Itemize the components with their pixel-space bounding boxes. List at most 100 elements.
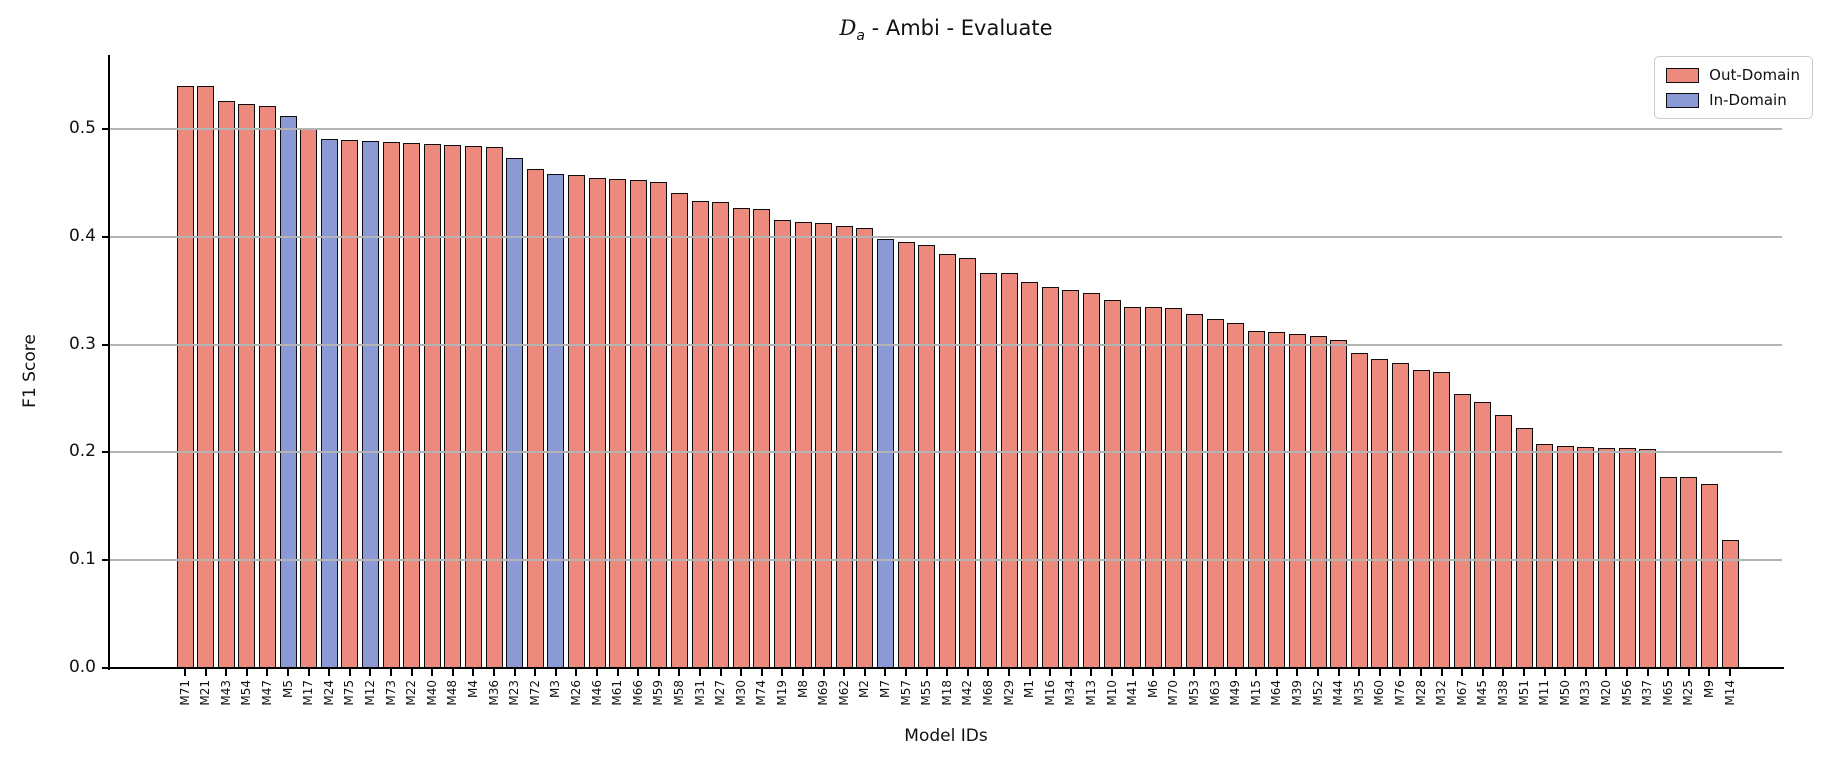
bar-M38 <box>1494 414 1512 668</box>
x-tick-label-M60: M60 <box>1372 680 1387 706</box>
x-tick-mark-M65 <box>1667 669 1670 676</box>
x-tick-mark-M16 <box>1049 669 1052 676</box>
x-tick-label-M32: M32 <box>1434 680 1449 706</box>
x-tick-mark-M36 <box>493 669 495 676</box>
bar-M60 <box>1371 358 1389 668</box>
bar-M37 <box>1639 449 1657 668</box>
bar-M35 <box>1350 353 1368 668</box>
legend-label-in-domain: In-Domain <box>1709 91 1787 109</box>
x-tick-mark-M47 <box>266 669 269 676</box>
x-tick-label-M67: M67 <box>1454 680 1469 706</box>
gridline-0.2 <box>110 451 1782 454</box>
bar-M13 <box>1082 292 1100 668</box>
x-tick-label-M37: M37 <box>1640 680 1655 706</box>
bar-M20 <box>1597 448 1615 668</box>
x-tick-label-M34: M34 <box>1063 680 1078 706</box>
y-tick-mark-0.2 <box>102 451 110 454</box>
bar-M6 <box>1144 306 1162 668</box>
legend-label-out-domain: Out-Domain <box>1709 66 1800 84</box>
x-tick-mark-M71 <box>184 669 186 676</box>
x-tick-mark-M35 <box>1358 669 1361 676</box>
bar-M15 <box>1247 330 1265 668</box>
bar-M21 <box>197 85 215 668</box>
legend-item-in-domain: In-Domain <box>1666 91 1800 109</box>
x-tick-mark-M26 <box>575 669 578 676</box>
y-tick-label-0.0: 0.0 <box>68 657 96 677</box>
bar-M8 <box>794 221 812 668</box>
x-tick-mark-M45 <box>1481 669 1484 676</box>
bar-M4 <box>464 146 482 668</box>
x-tick-label-M64: M64 <box>1269 680 1284 706</box>
x-tick-label-M51: M51 <box>1516 680 1531 706</box>
x-tick-label-M17: M17 <box>301 680 316 706</box>
x-tick-label-M76: M76 <box>1392 680 1407 706</box>
bar-M30 <box>732 207 750 668</box>
bar-M50 <box>1556 445 1574 668</box>
x-tick-label-M74: M74 <box>754 680 769 706</box>
x-tick-label-M36: M36 <box>486 680 501 706</box>
bar-M71 <box>176 85 194 668</box>
x-tick-mark-M31 <box>699 669 701 676</box>
bar-M33 <box>1577 447 1595 668</box>
chart-title: Da - Ambi - Evaluate <box>110 16 1782 44</box>
plot-area <box>110 55 1782 668</box>
bar-M63 <box>1206 318 1224 668</box>
x-tick-label-M63: M63 <box>1207 680 1222 706</box>
bar-M11 <box>1536 443 1554 668</box>
x-tick-mark-M6 <box>1152 669 1155 676</box>
bar-M40 <box>423 144 441 668</box>
title-rest: - Ambi - Evaluate <box>864 16 1053 40</box>
x-tick-mark-M25 <box>1687 669 1690 676</box>
x-tick-mark-M48 <box>451 669 454 676</box>
bar-M61 <box>609 178 627 668</box>
x-tick-mark-M19 <box>781 669 784 676</box>
bar-M41 <box>1124 306 1142 668</box>
x-tick-label-M70: M70 <box>1166 680 1181 706</box>
x-axis-spine <box>108 667 1784 669</box>
x-tick-label-M35: M35 <box>1351 680 1366 706</box>
x-tick-mark-M53 <box>1193 669 1196 676</box>
bar-M65 <box>1659 477 1677 668</box>
x-tick-mark-M2 <box>863 669 866 676</box>
bar-M32 <box>1433 371 1451 668</box>
x-tick-label-M33: M33 <box>1578 680 1593 706</box>
bar-M57 <box>897 242 915 668</box>
bar-M2 <box>856 228 874 668</box>
x-tick-mark-M38 <box>1502 669 1505 676</box>
x-tick-label-M30: M30 <box>733 680 748 706</box>
bar-M12 <box>361 140 379 668</box>
bar-M58 <box>670 192 688 668</box>
x-tick-label-M15: M15 <box>1248 680 1263 706</box>
x-tick-label-M27: M27 <box>713 680 728 706</box>
x-tick-label-M18: M18 <box>939 680 954 706</box>
x-tick-mark-M68 <box>987 669 990 676</box>
y-tick-label-0.4: 0.4 <box>68 225 96 246</box>
x-tick-mark-M73 <box>390 669 392 676</box>
x-tick-mark-M30 <box>740 669 743 676</box>
x-tick-label-M58: M58 <box>671 680 686 706</box>
y-tick-mark-0.4 <box>102 235 110 238</box>
x-tick-mark-M44 <box>1337 669 1340 676</box>
x-tick-label-M14: M14 <box>1722 680 1737 706</box>
x-tick-mark-M40 <box>431 669 434 676</box>
x-tick-mark-M8 <box>802 669 804 676</box>
x-tick-mark-M10 <box>1111 669 1113 676</box>
x-tick-mark-M76 <box>1399 669 1402 676</box>
x-tick-label-M20: M20 <box>1598 680 1613 706</box>
x-tick-mark-M63 <box>1214 669 1216 676</box>
x-tick-mark-M22 <box>410 669 413 676</box>
x-tick-label-M46: M46 <box>589 680 604 706</box>
x-tick-mark-M57 <box>905 669 907 676</box>
bar-M64 <box>1268 331 1286 668</box>
bar-M44 <box>1330 340 1348 668</box>
y-tick-label-0.2: 0.2 <box>68 441 96 462</box>
bar-M68 <box>979 273 997 668</box>
bar-M45 <box>1474 401 1492 668</box>
x-tick-label-M13: M13 <box>1083 680 1098 706</box>
x-tick-label-M43: M43 <box>218 680 233 706</box>
x-tick-mark-M72 <box>534 669 537 676</box>
bar-M62 <box>835 226 853 668</box>
x-tick-mark-M49 <box>1234 669 1237 676</box>
x-tick-mark-M39 <box>1296 669 1299 676</box>
